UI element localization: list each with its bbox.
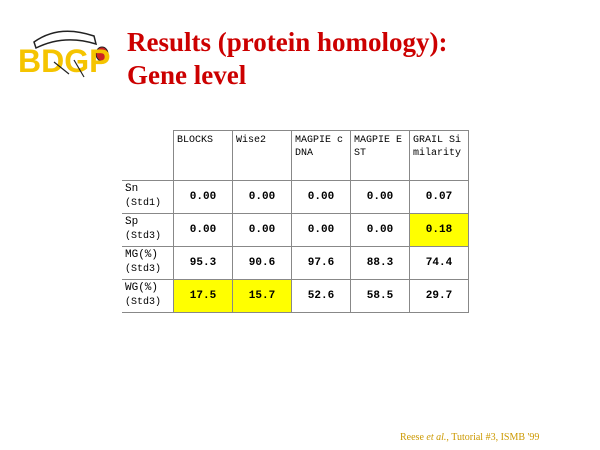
table-row: WG(%) (Std3) 17.5 15.7 52.6 58.5 29.7 [122,279,469,313]
cell: 0.07 [409,180,469,214]
cell: 52.6 [291,279,351,313]
logo-eye [95,46,109,62]
cell: 0.00 [232,213,292,247]
cell: 0.00 [350,213,410,247]
footer: Reese et al., Tutorial #3, ISMB '99 [400,432,539,443]
footer-author: Reese [400,432,427,443]
row-label: Sn (Std1) [122,180,174,214]
cell: 0.00 [291,213,351,247]
footer-ref: , Tutorial #3, ISMB '99 [446,432,540,443]
cell: 15.7 [232,279,292,313]
row-label: WG(%) (Std3) [122,279,174,313]
cell: 29.7 [409,279,469,313]
title-line: Gene level [127,60,247,90]
cell: 97.6 [291,246,351,280]
cell: 0.18 [409,213,469,247]
cell: 88.3 [350,246,410,280]
corner [122,131,174,181]
cell: 0.00 [291,180,351,214]
results-table: BLOCKS Wise2 MAGPIE cDNA MAGPIE EST GRAIL Si… [122,130,469,313]
row-standard: (Std3) [125,264,162,275]
logo-text: BDGP [18,43,110,79]
row-name: WG(%) [125,282,159,294]
cell: 95.3 [173,246,233,280]
table-row: Sn (Std1) 0.00 0.00 0.00 0.00 0.07 [122,180,469,214]
table-row: Sp (Std3) 0.00 0.00 0.00 0.00 0.18 [122,213,469,247]
row-standard: (Std1) [125,198,162,209]
logo-wing [33,30,98,50]
cell: 90.6 [232,246,292,280]
cell: 0.00 [350,180,410,214]
cell: 0.00 [173,213,233,247]
column-header: MAGPIE EST [350,130,410,181]
row-label: MG(%) (Std3) [122,246,174,280]
title-line: Results (protein homology): [127,27,448,57]
table-row: MG(%) (Std3) 95.3 90.6 97.6 88.3 74.4 [122,246,469,280]
footer-etal: et al. [426,432,447,443]
column-header: Wise2 [232,130,292,181]
row-name: Sp [125,216,139,228]
row-name: MG(%) [125,249,159,261]
row-standard: (Std3) [125,231,162,242]
row-standard: (Std3) [125,297,162,308]
cell: 0.00 [173,180,233,214]
logo-legs [53,59,85,78]
cell: 17.5 [173,279,233,313]
row-label: Sp (Std3) [122,213,174,247]
column-header: BLOCKS [173,130,233,181]
title: Results (protein homology): Gene level [127,26,448,92]
logo: BDGP [18,30,110,79]
cell: 0.00 [232,180,292,214]
cell: 74.4 [409,246,469,280]
row-name: Sn [125,183,139,195]
column-header: GRAIL Similarity [409,130,469,181]
cell: 58.5 [350,279,410,313]
column-header: MAGPIE cDNA [291,130,351,181]
header-row: BLOCKS Wise2 MAGPIE cDNA MAGPIE EST GRAIL Si… [122,130,469,181]
